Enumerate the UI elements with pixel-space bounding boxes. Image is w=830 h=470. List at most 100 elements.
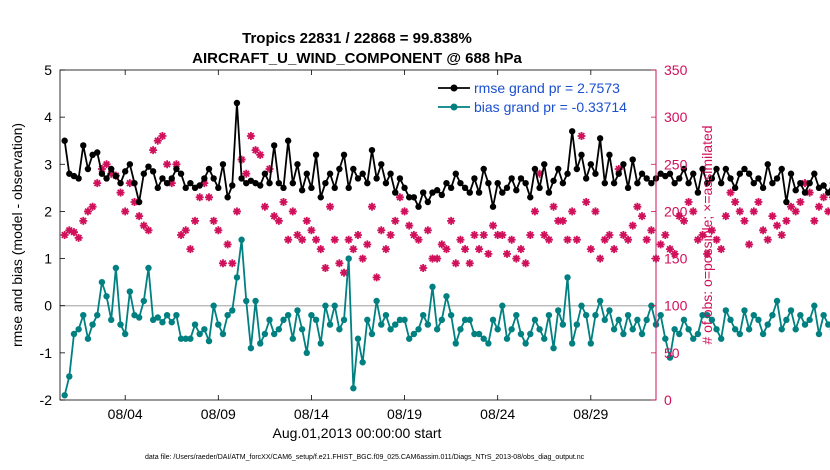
obs-point — [205, 193, 213, 202]
obs-point — [549, 202, 558, 211]
bias-point — [270, 330, 278, 338]
rmse-point — [457, 179, 464, 187]
bias-point — [433, 326, 441, 333]
bias-point — [471, 330, 478, 338]
rmse-point — [745, 170, 753, 177]
obs-point — [307, 226, 316, 235]
bias-point — [191, 321, 199, 328]
y-right-tick-label: 300 — [664, 109, 688, 125]
obs-point — [544, 235, 553, 244]
bias-point — [173, 311, 180, 319]
rmse-point — [499, 189, 506, 196]
y-axis-right-ticks: 0 50 100 150 200 250 300 350 — [651, 62, 688, 408]
rmse-point — [368, 146, 376, 154]
obs-point — [526, 231, 535, 239]
rmse-point — [717, 179, 725, 187]
bias-point — [359, 359, 366, 366]
bias-point — [694, 330, 702, 338]
rmse-point — [298, 187, 306, 194]
bias-point — [247, 344, 255, 352]
rmse-point — [461, 184, 469, 192]
obs-point — [363, 240, 372, 249]
rmse-point — [629, 156, 636, 163]
rmse-point — [741, 165, 748, 173]
bias-point — [252, 297, 259, 305]
rmse-point — [680, 165, 688, 173]
bias-point — [461, 316, 469, 324]
obs-point — [191, 216, 200, 225]
obs-point — [302, 216, 311, 225]
bias-point — [704, 311, 711, 319]
bias-point — [447, 311, 455, 319]
obs-point — [675, 212, 684, 221]
bias-point — [797, 311, 804, 319]
bias-point — [126, 288, 134, 295]
bias-point — [513, 311, 520, 319]
rmse-point — [494, 179, 501, 187]
obs-point — [270, 212, 279, 221]
bias-point — [70, 330, 78, 338]
bias-point — [196, 330, 203, 338]
bias-point — [294, 307, 301, 314]
obs-point — [819, 193, 828, 202]
bias-point — [224, 311, 231, 319]
obs-point — [172, 160, 181, 169]
bias-point — [98, 278, 106, 286]
obs-point — [312, 235, 321, 244]
bias-point — [620, 330, 627, 338]
rmse-point — [196, 182, 203, 189]
bias-point — [154, 314, 161, 321]
rmse-point — [108, 165, 115, 173]
bias-point — [773, 297, 781, 305]
y-axis-left-label: rmse and bias (model - observation) — [9, 123, 25, 347]
obs-point — [628, 221, 637, 230]
bias-point — [615, 316, 622, 324]
obs-point — [102, 160, 111, 169]
obs-point — [279, 198, 288, 206]
obs-point — [200, 179, 209, 188]
bias-point — [745, 326, 753, 333]
bias-point — [135, 314, 143, 321]
obs-point — [167, 179, 176, 188]
obs-point — [214, 226, 223, 235]
obs-point — [344, 235, 353, 244]
obs-point — [507, 235, 516, 244]
rmse-point — [187, 179, 194, 187]
obs-point — [358, 254, 367, 263]
y-right-tick-label: 50 — [664, 345, 680, 361]
x-axis-label: Aug.01,2013 00:00:00 start — [273, 425, 442, 441]
obs-point — [512, 254, 521, 263]
rmse-point — [582, 175, 590, 182]
y-axis-right-label: # of obs: o=possible; ×=assimilated — [699, 125, 715, 344]
rmse-point — [308, 184, 315, 192]
obs-point — [801, 179, 809, 188]
rmse-point — [140, 170, 148, 177]
bias-point — [503, 335, 511, 342]
bias-point — [182, 335, 189, 342]
rmse-point — [555, 165, 562, 173]
obs-point — [665, 245, 674, 254]
bias-point — [485, 340, 492, 347]
rmse-point — [219, 161, 227, 168]
obs-point — [521, 259, 530, 268]
obs-point — [554, 216, 563, 225]
y-left-tick-label: 0 — [44, 298, 52, 314]
rmse-point — [825, 189, 830, 196]
obs-point — [791, 207, 800, 216]
rmse-point — [396, 175, 404, 182]
obs-point — [679, 216, 688, 225]
obs-point — [563, 235, 572, 244]
obs-point — [619, 231, 628, 239]
rmse-point — [340, 151, 348, 159]
rmse-point — [750, 179, 757, 187]
bias-point — [499, 302, 506, 309]
obs-point — [223, 240, 232, 249]
obs-point — [596, 254, 605, 263]
bias-point — [601, 316, 608, 324]
bias-point — [317, 340, 324, 347]
bias-point — [382, 311, 390, 319]
bias-point — [112, 264, 120, 272]
bias-point — [312, 316, 320, 324]
x-tick-label: 08/04 — [108, 406, 143, 422]
obs-point — [814, 202, 823, 211]
